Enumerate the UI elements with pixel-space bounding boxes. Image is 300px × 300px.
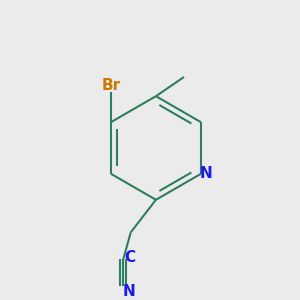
Text: N: N — [122, 284, 135, 299]
Text: N: N — [200, 167, 212, 182]
Text: Br: Br — [101, 79, 121, 94]
Text: C: C — [124, 250, 135, 265]
